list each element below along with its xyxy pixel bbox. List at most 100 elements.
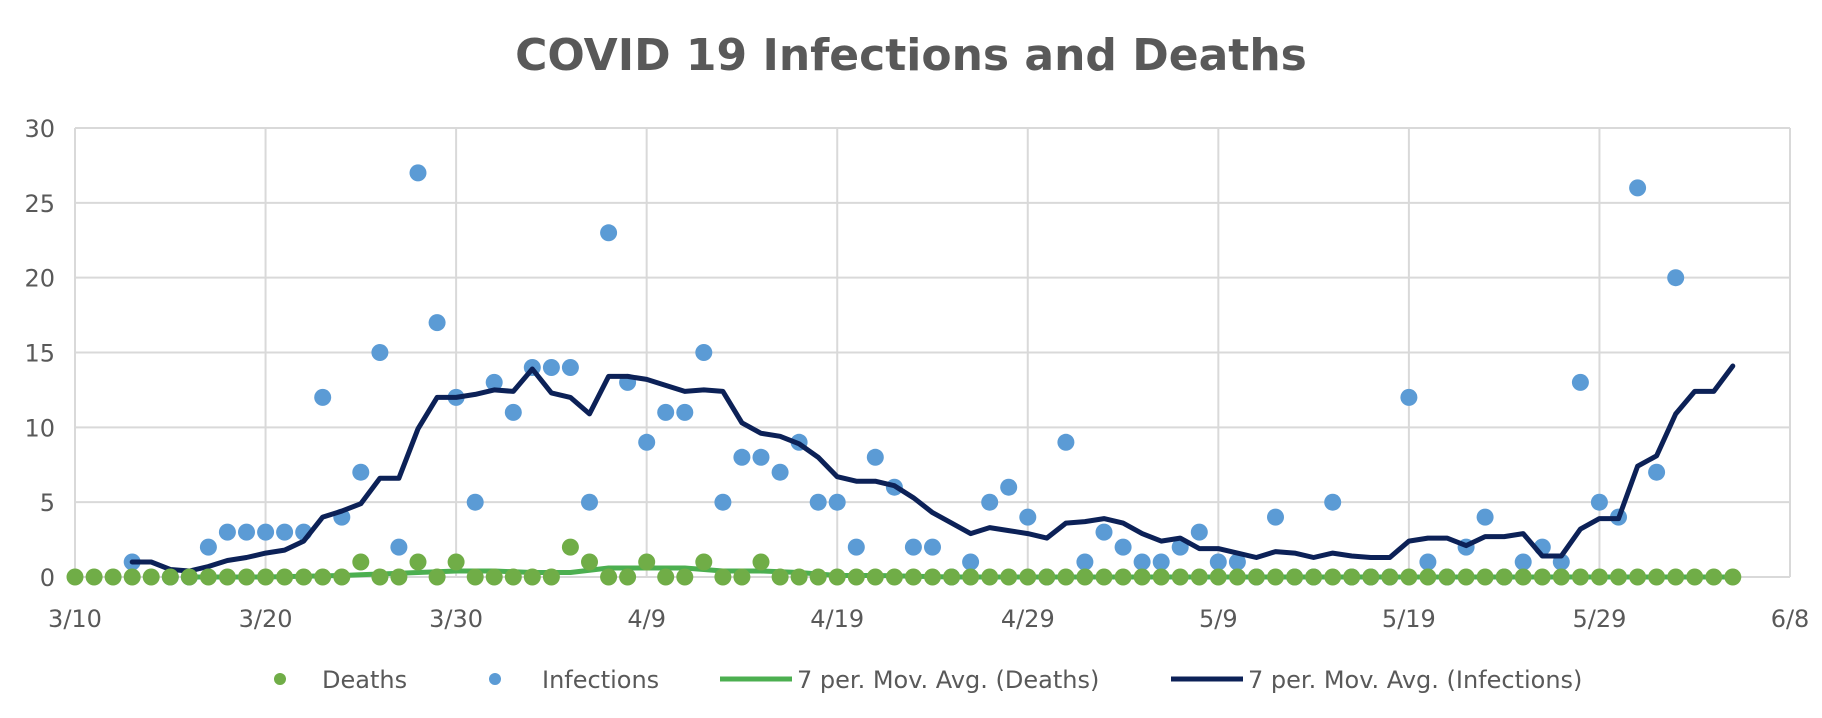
data-point (504, 568, 522, 586)
data-point (981, 493, 999, 511)
data-point (123, 568, 141, 586)
data-point (85, 568, 103, 586)
series-line (129, 363, 1736, 574)
legend: Deaths Infections 7 per. Mov. Avg. (Deaths… (274, 666, 1582, 694)
x-tick-label: 4/29 (1001, 605, 1055, 633)
data-point (276, 523, 294, 541)
data-point (390, 568, 408, 586)
data-point (733, 568, 751, 586)
data-point (1000, 568, 1018, 586)
data-point (1305, 568, 1323, 586)
series-infections (123, 164, 1685, 586)
data-point (1457, 568, 1475, 586)
data-point (218, 568, 236, 586)
data-point (752, 448, 770, 466)
data-point (504, 403, 522, 421)
data-point (485, 568, 503, 586)
legend-item: Infections (489, 666, 659, 694)
data-point (1629, 179, 1647, 197)
data-point (142, 568, 160, 586)
data-point (561, 359, 579, 376)
data-point (180, 568, 198, 586)
data-point (1190, 523, 1208, 541)
data-point (809, 493, 827, 511)
data-point (1476, 508, 1494, 526)
data-point (1667, 269, 1685, 287)
data-point (1571, 373, 1589, 391)
y-tick-label: 0 (40, 564, 55, 592)
y-tick-label: 20 (24, 265, 55, 293)
data-point (1324, 493, 1342, 511)
data-point (1724, 568, 1742, 586)
data-point (1038, 568, 1056, 586)
data-point (1247, 568, 1265, 586)
data-point (638, 433, 656, 451)
data-point (314, 388, 332, 406)
data-point (1705, 568, 1723, 586)
data-point (885, 568, 903, 586)
data-point (1095, 568, 1113, 586)
data-point (619, 568, 637, 586)
data-point (600, 224, 618, 242)
legend-item: Deaths (274, 666, 407, 694)
data-point (1190, 568, 1208, 586)
data-point (409, 553, 427, 571)
x-tick-label: 5/19 (1382, 605, 1436, 633)
data-point (1476, 568, 1494, 586)
data-point (1362, 568, 1380, 586)
data-point (581, 493, 598, 511)
data-point (847, 538, 865, 556)
data-point (352, 463, 370, 481)
data-point (1095, 523, 1113, 541)
data-point (1400, 568, 1418, 586)
data-point (1114, 538, 1132, 556)
y-tick-label: 15 (24, 340, 55, 368)
legend-item: 7 per. Mov. Avg. (Deaths) (720, 666, 1099, 694)
data-point (962, 568, 980, 586)
data-point (1133, 568, 1151, 586)
data-point (314, 568, 332, 586)
data-point (485, 373, 503, 391)
legend-marker (274, 673, 286, 685)
x-tick-label: 5/9 (1199, 605, 1238, 633)
data-point (809, 568, 827, 586)
chart-title: COVID 19 Infections and Deaths (515, 30, 1307, 81)
x-tick-label: 3/10 (48, 605, 102, 633)
data-point (1590, 493, 1608, 511)
data-point (428, 568, 446, 586)
data-point (1571, 568, 1589, 586)
data-point (1114, 568, 1132, 586)
data-point (238, 523, 255, 541)
data-point (542, 568, 560, 586)
data-point (1590, 568, 1608, 586)
grid (74, 127, 1791, 578)
data-point (866, 448, 884, 466)
data-point (1057, 568, 1075, 586)
data-point (257, 568, 275, 586)
x-tick-label: 3/30 (429, 605, 483, 633)
data-point (371, 344, 389, 361)
data-point (447, 553, 465, 571)
data-point (695, 344, 713, 361)
data-point (1343, 568, 1361, 586)
data-point (466, 568, 484, 586)
data-point (752, 553, 770, 571)
data-point (1133, 553, 1151, 571)
data-point (1228, 553, 1246, 571)
x-tick-label: 4/9 (627, 605, 666, 633)
data-point (1228, 568, 1246, 586)
data-point (676, 568, 694, 586)
data-point (714, 493, 732, 511)
data-point (295, 568, 313, 586)
data-point (581, 553, 598, 571)
data-point (390, 538, 408, 556)
y-tick-label: 30 (24, 115, 55, 143)
data-point (981, 568, 999, 586)
data-point (1648, 463, 1666, 481)
data-point (1267, 568, 1284, 586)
data-point (1629, 568, 1647, 586)
data-point (333, 568, 351, 586)
data-point (1533, 568, 1551, 586)
data-point (371, 568, 389, 586)
